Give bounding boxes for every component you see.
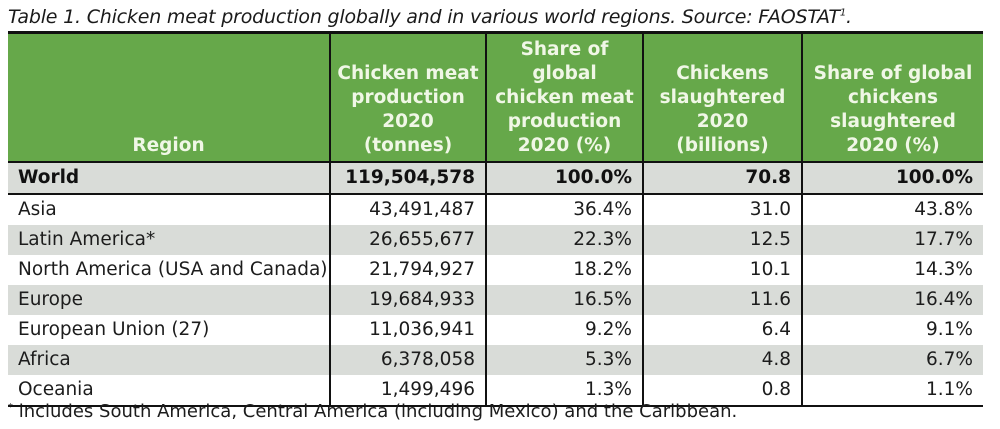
- cell-share-slaughtered: 14.3%: [801, 254, 983, 285]
- table-row-world: World 119,504,578 100.0% 70.8 100.0%: [8, 161, 983, 194]
- cell-share-production: 22.3%: [485, 224, 643, 255]
- cell-region: Latin America*: [8, 224, 330, 255]
- header-region: Region: [8, 32, 331, 162]
- cell-region: World: [8, 161, 330, 194]
- cell-production: 19,684,933: [329, 284, 486, 315]
- cell-share-production: 1.3%: [485, 374, 643, 406]
- cell-share-slaughtered: 16.4%: [801, 284, 983, 315]
- cell-share-slaughtered: 1.1%: [801, 374, 983, 406]
- table-row: Africa 6,378,058 5.3% 4.8 6.7%: [8, 344, 983, 375]
- table-row: Asia 43,491,487 36.4% 31.0 43.8%: [8, 193, 983, 225]
- cell-region: Europe: [8, 284, 330, 315]
- cell-production: 1,499,496: [329, 374, 486, 406]
- table-caption: Table 1. Chicken meat production globall…: [8, 6, 852, 28]
- cell-share-slaughtered: 17.7%: [801, 224, 983, 255]
- header-share-production: Share of global chicken meat production 2020…: [485, 32, 644, 162]
- cell-region: North America (USA and Canada): [18, 259, 328, 280]
- cell-region: European Union (27): [18, 319, 210, 340]
- cell-share-production: 36.4%: [485, 193, 643, 225]
- cell-share-slaughtered: 6.7%: [801, 344, 983, 375]
- cell-slaughtered: 12.5: [642, 224, 802, 255]
- header-row: Region Chicken meat production 2020 (tonnes…: [8, 32, 983, 162]
- table-row: European Union (27) 11,036,941 9.2% 6.4 …: [8, 314, 983, 345]
- cell-share-production: 16.5%: [485, 284, 643, 315]
- cell-production: 6,378,058: [329, 344, 486, 375]
- cell-share-slaughtered: 100.0%: [801, 161, 983, 194]
- cell-share-production: 9.2%: [485, 314, 643, 345]
- footnote-text: includes South America, Central America …: [13, 401, 738, 422]
- table-row: North America (USA and Canada) 21,794,92…: [8, 254, 983, 285]
- header-production-tonnes: Chicken meat production 2020 (tonnes): [329, 32, 487, 162]
- table-row: Latin America* 26,655,677 22.3% 12.5 17.…: [8, 224, 983, 255]
- cell-slaughtered: 6.4: [642, 314, 802, 345]
- cell-production: 119,504,578: [329, 161, 486, 194]
- cell-slaughtered: 70.8: [642, 161, 802, 194]
- caption-end: .: [845, 6, 852, 28]
- cell-slaughtered: 11.6: [642, 284, 802, 315]
- header-chickens-slaughtered: Chickens slaughtered 2020 (billions): [642, 32, 803, 162]
- cell-slaughtered: 31.0: [642, 193, 802, 225]
- caption-footnote-ref: 1: [839, 7, 846, 19]
- cell-production: 43,491,487: [329, 193, 486, 225]
- cell-slaughtered: 4.8: [642, 344, 802, 375]
- table-row: Oceania 1,499,496 1.3% 0.8 1.1%: [8, 374, 983, 406]
- cell-production: 11,036,941: [329, 314, 486, 345]
- table-footnote: * includes South America, Central Americ…: [8, 401, 737, 422]
- chicken-production-table: Region Chicken meat production 2020 (tonnes…: [8, 31, 983, 407]
- cell-share-production: 100.0%: [485, 161, 643, 194]
- table-row: Europe 19,684,933 16.5% 11.6 16.4%: [8, 284, 983, 315]
- cell-share-production: 5.3%: [485, 344, 643, 375]
- cell-region: Africa: [8, 344, 330, 375]
- caption-text: Table 1. Chicken meat production globall…: [8, 6, 840, 28]
- cell-slaughtered: 0.8: [642, 374, 802, 406]
- cell-production: 26,655,677: [329, 224, 486, 255]
- footnote-marker: *: [8, 402, 13, 413]
- cell-share-production: 18.2%: [485, 254, 643, 285]
- cell-region: Asia: [18, 199, 57, 220]
- cell-region: Oceania: [18, 379, 94, 400]
- cell-slaughtered: 10.1: [642, 254, 802, 285]
- cell-share-slaughtered: 43.8%: [801, 193, 983, 225]
- header-share-slaughtered: Share of global chickens slaughtered 2020 (…: [801, 32, 983, 162]
- cell-production: 21,794,927: [329, 254, 486, 285]
- cell-share-slaughtered: 9.1%: [801, 314, 983, 345]
